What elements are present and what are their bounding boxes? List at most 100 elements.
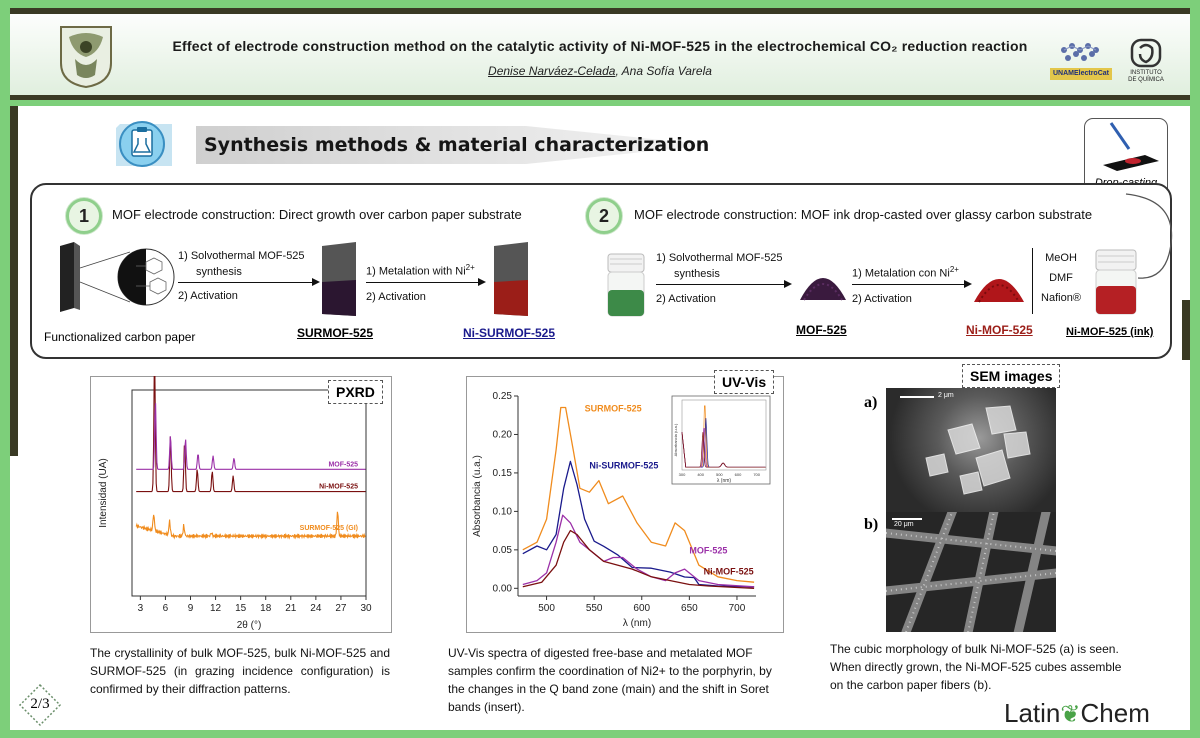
header-band (10, 8, 1190, 98)
m2-step2-a: 1) Metalation con Ni2+ (852, 262, 959, 282)
pxrd-series-label-1: SURMOF-525 (GI) (300, 525, 358, 532)
left-dark-strip (10, 106, 18, 456)
m1-step1-b: synthesis (196, 266, 242, 278)
right-dark-strip (1182, 300, 1190, 360)
pxrd-xlabel: 2θ (°) (237, 620, 262, 631)
pxrd-chart: 3 6 9 12 15 18 21 24 27 30 2θ (°) Intensidad (UA) SU… (98, 376, 372, 631)
uv-series-2 (522, 460, 755, 588)
sem-b-label: b) (864, 516, 879, 533)
m2-step1-a: 1) Solvothermal MOF-525 (656, 252, 783, 264)
pipette-icon (1103, 122, 1159, 171)
page-number: 2/3 (30, 696, 50, 712)
co-author: , Ana Sofía Varela (615, 64, 712, 78)
uv-inset-xtick: 600 (735, 472, 742, 477)
uvvis-chart: 500 550 600 650 700 0.00 0.05 0.10 0.15 0.20 0.25 λ… (472, 391, 771, 629)
uvvis-frame (466, 376, 784, 633)
unam-electrocat-text: UNAMElectroCat (1050, 68, 1112, 80)
uv-ytick-label: 0.10 (493, 506, 513, 517)
m2-step2-b: 2) Activation (852, 293, 912, 305)
sem-caption: The cubic morphology of bulk Ni-MOF-525 … (830, 642, 1122, 692)
uv-inset-xtick: 400 (697, 472, 704, 477)
label-ni-mof-ink: Ni-MOF-525 (ink) (1066, 326, 1154, 338)
uv-series-label-2: Ni-SURMOF-525 (589, 460, 658, 470)
uv-xtick-label: 600 (633, 603, 650, 614)
m2-step2-a-text: 1) Metalation con Ni (852, 267, 950, 280)
pxrd-series-3 (136, 403, 366, 470)
pxrd-axes-box (131, 389, 367, 597)
m2-arrow-1-head (784, 280, 792, 288)
poster-title: Effect of electrode construction method … (172, 38, 1028, 54)
m1-arrow-2-head (478, 278, 486, 286)
pxrd-xtick-label: 27 (335, 603, 347, 614)
pxrd-caption: The crystallinity of bulk MOF-525, bulk … (90, 646, 390, 696)
m1-arrow-1 (178, 282, 318, 283)
uv-ytick-label: 0.00 (493, 583, 513, 594)
m1-step2-sup: 2+ (465, 263, 475, 272)
pxrd-series-label-2: Ni-MOF-525 (319, 484, 358, 491)
pxrd-xtick-label: 9 (188, 603, 194, 614)
uvvis-caption: UV-Vis spectra of digested free-base and… (448, 646, 772, 714)
uv-ytick-label: 0.05 (493, 545, 513, 556)
uvvis-label: UV-Vis (714, 370, 775, 394)
m1-step1-a: 1) Solvothermal MOF-525 (178, 250, 305, 262)
m2-arrow-2 (852, 284, 968, 285)
uv-series-label-4: Ni-MOF-525 (704, 566, 754, 576)
m1-step1: 1) Solvothermal MOF-525 synthesis (178, 248, 305, 280)
top-dark-bar (10, 8, 1190, 14)
m2-step1-c: 2) Activation (656, 293, 716, 305)
m2-arrow-2-head (964, 280, 972, 288)
sem-a-cubes (925, 405, 1031, 495)
label-ni-mof: Ni-MOF-525 (966, 323, 1033, 337)
uv-series-4 (522, 529, 755, 589)
pxrd-frame (90, 376, 392, 633)
uv-inset-xtick: 500 (716, 472, 723, 477)
uv-inset-ylabel: Absorbancia (u.a.) (673, 423, 678, 456)
unam-logo (55, 23, 117, 89)
pxrd-xtick-label: 30 (360, 603, 372, 614)
leaf-icon: ❦ (1060, 701, 1081, 728)
pxrd-xtick-label: 21 (285, 603, 297, 614)
label-surmof: SURMOF-525 (297, 326, 374, 340)
uv-inset-xtick: 300 (679, 472, 686, 477)
pxrd-xtick-label: 18 (260, 603, 272, 614)
section-title: Synthesis methods & material characteriz… (204, 134, 710, 156)
surmof-electrode (322, 242, 356, 316)
uv-ytick-label: 0.25 (493, 391, 513, 402)
method1-heading: MOF electrode construction: Direct growt… (112, 207, 522, 222)
pxrd-xtick-label: 12 (210, 603, 222, 614)
uv-series-label-3: MOF-525 (689, 546, 727, 556)
m1-step2-a-text: 1) Metalation with Ni (366, 265, 466, 278)
sem-b-fibers (871, 497, 1071, 647)
uv-inset-frame (671, 395, 771, 485)
iq-text-2: DE QUÍMICA (1128, 77, 1164, 83)
vial-green (607, 253, 645, 317)
pxrd-xtick-label: 24 (310, 603, 322, 614)
pxrd-series-label-3: MOF-525 (328, 461, 358, 468)
label-ni-surmof: Ni-SURMOF-525 (463, 326, 556, 340)
pxrd-ylabel: Intensidad (UA) (98, 458, 109, 527)
uv-ytick-label: 0.20 (493, 429, 513, 440)
ink-meoh: MeOH (1045, 252, 1077, 264)
sem-a-scale: 2 μm (938, 392, 954, 399)
carbon-paper-illustration (60, 242, 175, 312)
sem-image-b: 20 μm (871, 497, 1071, 647)
header-dark-bar (10, 95, 1190, 100)
connector-arrow (1125, 193, 1173, 279)
uv-series-3 (522, 514, 755, 588)
uv-xtick-label: 550 (586, 603, 603, 614)
uv-xlabel: λ (nm) (623, 618, 651, 629)
sem-image-a: 2 μm (886, 388, 1056, 512)
uv-xtick-label: 650 (681, 603, 698, 614)
ink-bracket (1032, 248, 1033, 314)
mof-powder (800, 278, 846, 301)
uv-series-label-1: SURMOF-525 (585, 403, 642, 413)
main-author: Denise Narváez-Celada (488, 64, 616, 78)
label-carbon-paper: Functionalized carbon paper (44, 330, 196, 344)
ni-surmof-electrode (494, 242, 528, 316)
uv-ytick-label: 0.15 (493, 468, 513, 479)
uv-xtick-label: 500 (538, 603, 555, 614)
m1-arrow-1-head (312, 278, 320, 286)
m1-arrow-2 (366, 282, 482, 283)
label-mof: MOF-525 (796, 323, 847, 337)
m1-step1-c: 2) Activation (178, 290, 238, 302)
